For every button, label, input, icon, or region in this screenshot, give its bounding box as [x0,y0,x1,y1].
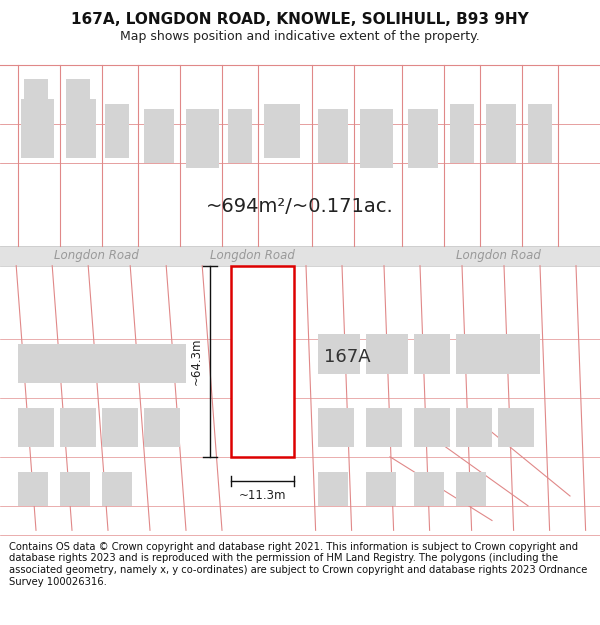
Bar [318,408,354,447]
Bar [66,79,90,119]
Bar [105,104,129,158]
Bar [0,246,600,266]
Bar [366,471,396,506]
Bar [486,104,516,162]
Bar [60,471,90,506]
Bar [366,408,402,447]
Bar [498,408,534,447]
Bar [228,109,252,162]
Bar [318,471,348,506]
Text: Longdon Road: Longdon Road [209,249,295,262]
Bar [102,471,132,506]
Bar [528,104,552,162]
Bar [186,109,219,168]
Bar [18,344,60,383]
Bar [144,109,174,162]
Bar [18,408,54,447]
Bar [24,79,48,124]
Bar [450,104,474,162]
Bar [456,408,492,447]
Bar [318,109,348,162]
Bar [66,99,96,158]
Bar [414,334,450,374]
Text: Map shows position and indicative extent of the property.: Map shows position and indicative extent… [120,30,480,43]
Bar [102,344,144,383]
Text: ~694m²/~0.171ac.: ~694m²/~0.171ac. [206,198,394,216]
Bar [456,471,486,506]
Bar [318,334,360,374]
Text: 167A, LONGDON ROAD, KNOWLE, SOLIHULL, B93 9HY: 167A, LONGDON ROAD, KNOWLE, SOLIHULL, B9… [71,12,529,27]
Text: ~11.3m: ~11.3m [239,489,286,502]
Text: Longdon Road: Longdon Road [455,249,541,262]
Bar [264,104,300,158]
Bar [360,109,393,168]
Bar [144,408,180,447]
Bar [456,334,498,374]
Text: 167A: 167A [324,348,371,366]
Bar [366,334,408,374]
Bar [102,408,138,447]
Text: ~64.3m: ~64.3m [190,338,203,385]
Bar [144,344,186,383]
Text: Contains OS data © Crown copyright and database right 2021. This information is : Contains OS data © Crown copyright and d… [9,542,587,587]
Bar [414,471,444,506]
Bar [408,109,438,168]
Text: Longdon Road: Longdon Road [54,249,139,262]
Bar [60,344,102,383]
Bar [21,99,54,158]
Bar [498,334,540,374]
Bar [60,408,96,447]
Bar [414,408,450,447]
Bar [18,471,48,506]
Bar [231,266,294,457]
